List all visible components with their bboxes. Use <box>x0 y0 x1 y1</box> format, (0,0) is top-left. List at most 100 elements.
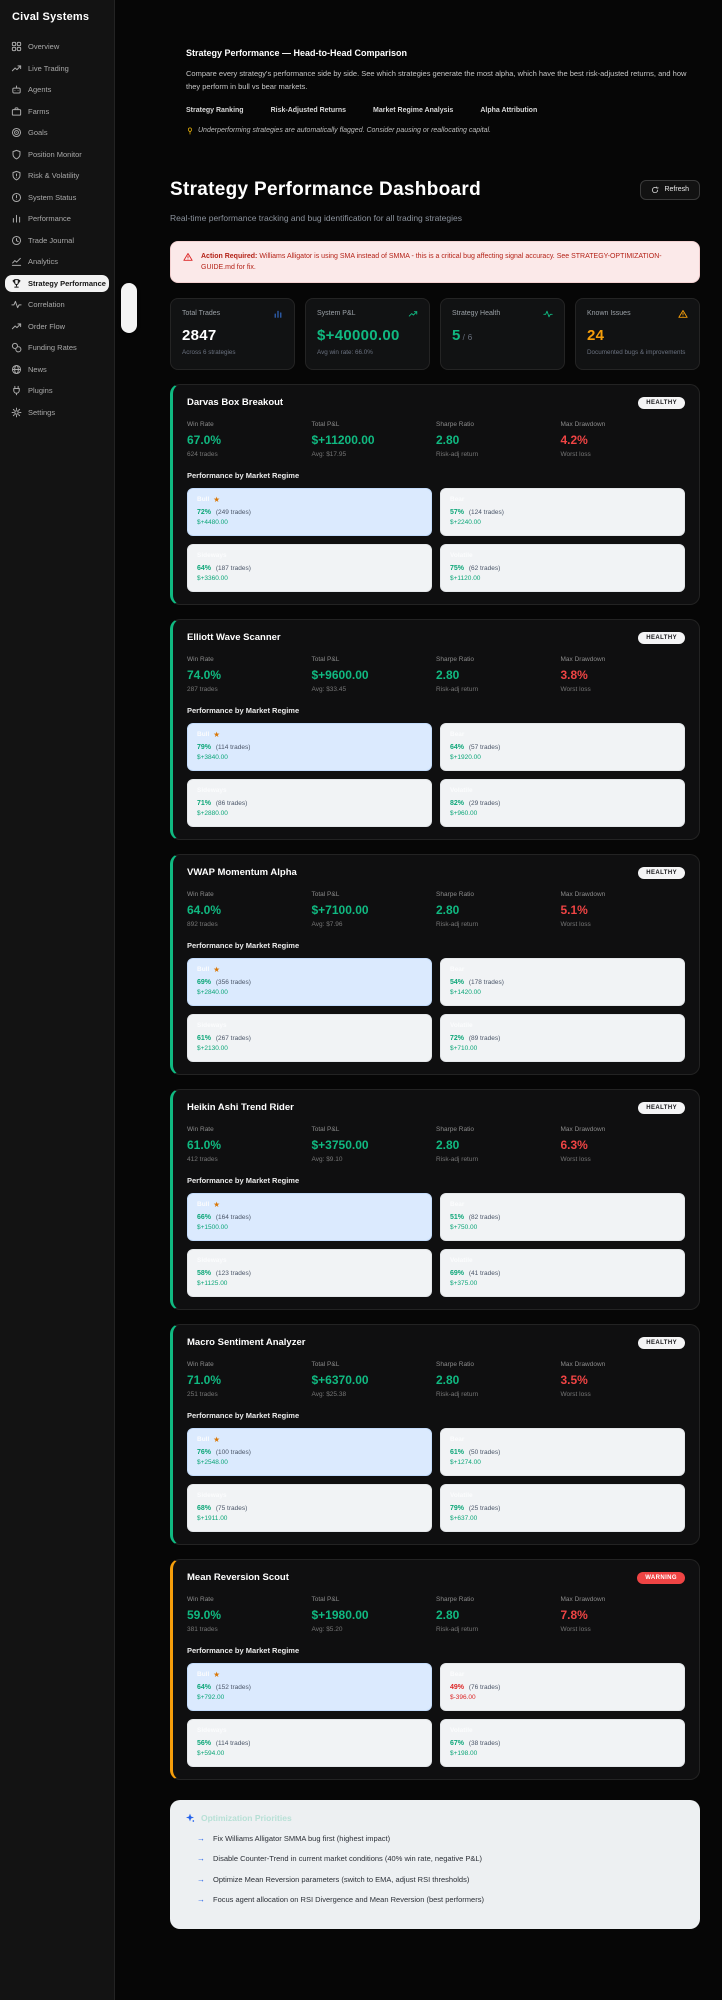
metric-label: Total P&L <box>311 655 340 663</box>
metric-sub: 251 trades <box>187 1390 218 1398</box>
grid-icon <box>11 41 22 52</box>
metric-label: Sharpe Ratio <box>436 1125 474 1133</box>
metric-label: Win Rate <box>187 655 214 663</box>
regime-header: bull ★ <box>197 1671 422 1679</box>
strategy-metric: Max Drawdown 3.8% Worst loss <box>561 656 686 693</box>
alert-prefix: Action Required: <box>201 252 258 260</box>
regime-trades: (57 trades) <box>467 743 501 751</box>
strategy-metric: Sharpe Ratio 2.80 Risk-adj return <box>436 1126 561 1163</box>
strategy-card-heikin-ashi-trend-rider: Heikin Ashi Trend Rider HEALTHY Win Rate 61… <box>170 1088 700 1310</box>
strategy-metrics: Win Rate 74.0% 287 trades Total P&L $+9600.0… <box>187 656 685 693</box>
regime-pnl: $+1125.00 <box>197 1279 228 1287</box>
stat-value-number: $+40000.00 <box>317 326 400 344</box>
tab-risk-adjusted-returns[interactable]: Risk-Adjusted Returns <box>270 106 347 114</box>
sidebar-item-order-flow[interactable]: Order Flow <box>5 318 109 335</box>
recommendation-text: Fix Williams Alligator SMMA bug first (h… <box>213 1833 391 1843</box>
sidebar-item-funding-rates[interactable]: Funding Rates <box>5 339 109 356</box>
bot-icon <box>11 84 22 95</box>
history-icon <box>11 235 22 246</box>
sidebar-item-performance[interactable]: Performance <box>5 210 109 227</box>
regime-section-title: Performance by Market Regime <box>187 1645 300 1655</box>
sidebar-item-overview[interactable]: Overview <box>5 38 109 55</box>
regime-pnl: $+1920.00 <box>450 753 481 761</box>
metric-sub: 624 trades <box>187 450 218 458</box>
recommendations-list: → Fix Williams Alligator SMMA bug first (… <box>185 1834 685 1906</box>
sidebar-item-label: Position Monitor <box>28 149 82 159</box>
tab-strategy-ranking[interactable]: Strategy Ranking <box>186 106 244 114</box>
regime-trades: (249 trades) <box>214 509 251 517</box>
sidebar-item-risk-and-volatility[interactable]: Risk & Volatility <box>5 167 109 184</box>
sidebar-item-strategy-performance[interactable]: Strategy Performance <box>5 274 109 292</box>
regime-header: bear <box>450 1671 675 1678</box>
regime-trades: (25 trades) <box>467 1504 501 1512</box>
strategy-card-macro-sentiment-analyzer: Macro Sentiment Analyzer HEALTHY Win Rate 7… <box>170 1323 700 1545</box>
strategy-metric: Win Rate 61.0% 412 trades <box>187 1126 312 1163</box>
stat-value: 24 <box>587 327 688 344</box>
sidebar-item-agents[interactable]: Agents <box>5 81 109 98</box>
regime-trades: (178 trades) <box>467 978 504 986</box>
stat-label: Total Trades <box>182 310 221 318</box>
stat-value-number: 24 <box>587 326 605 344</box>
shield-alert-icon <box>11 170 22 181</box>
scrollbar-thumb[interactable] <box>121 283 137 333</box>
sidebar-item-label: Correlation <box>28 300 65 309</box>
regime-box-bull: bull ★ 79% (114 trades) $+3840.00 <box>187 722 432 771</box>
metric-sub: Avg: $25.38 <box>311 1390 347 1398</box>
metric-label: Max Drawdown <box>560 420 606 428</box>
sidebar-item-goals[interactable]: Goals <box>5 124 109 141</box>
page-subtitle: Real-time performance tracking and bug i… <box>170 212 462 223</box>
regime-label: volatile <box>450 1021 473 1029</box>
regime-pnl: $+594.00 <box>197 1749 225 1757</box>
regime-win-rate: 66% <box>197 1214 212 1222</box>
metric-sub: Risk-adj return <box>436 1155 479 1163</box>
sidebar-item-farms[interactable]: Farms <box>5 103 109 120</box>
strategy-metric: Total P&L $+6370.00 Avg: $25.38 <box>312 1361 437 1398</box>
regime-stats: 54% (178 trades) <box>450 979 675 986</box>
coins-icon <box>11 342 22 353</box>
sidebar-item-trade-journal[interactable]: Trade Journal <box>5 232 109 249</box>
sidebar-item-settings[interactable]: Settings <box>5 404 109 421</box>
regime-header: volatile <box>450 1492 675 1499</box>
regime-header: bear <box>450 496 675 503</box>
regime-win-rate: 64% <box>450 743 465 751</box>
tab-market-regime-analysis[interactable]: Market Regime Analysis <box>373 106 454 114</box>
refresh-button[interactable]: Refresh <box>640 179 700 200</box>
regime-trades: (114 trades) <box>214 1739 251 1747</box>
regime-section-title: Performance by Market Regime <box>187 705 300 715</box>
regime-header: bull ★ <box>197 966 422 974</box>
sidebar-item-label: Farms <box>28 106 50 116</box>
metric-sub: Worst loss <box>560 685 591 693</box>
sidebar-item-system-status[interactable]: System Status <box>5 189 109 206</box>
regime-pnl: $+2840.00 <box>197 989 228 997</box>
page-header: Strategy Performance Dashboard Refresh <box>170 179 700 201</box>
alert-text: Action Required: Williams Alligator is u… <box>201 251 687 273</box>
sidebar-item-live-trading[interactable]: Live Trading <box>5 60 109 77</box>
shield-icon <box>11 149 22 160</box>
regime-label: volatile <box>450 1256 473 1264</box>
regime-trades: (86 trades) <box>214 799 248 807</box>
sidebar-item-analytics[interactable]: Analytics <box>5 253 109 270</box>
strategy-metric: Max Drawdown 6.3% Worst loss <box>561 1126 686 1163</box>
strategy-metric: Total P&L $+11200.00 Avg: $17.95 <box>312 421 437 458</box>
refresh-icon <box>651 186 660 194</box>
regime-win-rate: 75% <box>450 564 465 572</box>
tab-alpha-attribution[interactable]: Alpha Attribution <box>480 106 538 114</box>
metric-label: Max Drawdown <box>560 1125 606 1133</box>
globe-icon <box>11 364 22 375</box>
sidebar-item-plugins[interactable]: Plugins <box>5 382 109 399</box>
stat-card-header: Strategy Health <box>452 309 553 319</box>
strategy-card-header: VWAP Momentum Alpha HEALTHY <box>187 866 685 879</box>
metric-label: Win Rate <box>187 420 214 428</box>
strategy-metric: Win Rate 67.0% 624 trades <box>187 421 312 458</box>
sidebar-item-correlation[interactable]: Correlation <box>5 296 109 313</box>
regime-stats: 71% (86 trades) <box>197 800 422 807</box>
regime-pnl: $+198.00 <box>450 1749 478 1757</box>
activity-icon <box>11 299 22 310</box>
sidebar-item-position-monitor[interactable]: Position Monitor <box>5 146 109 163</box>
status-badge: HEALTHY <box>638 866 685 879</box>
regime-trades: (152 trades) <box>214 1684 251 1692</box>
regime-pnl: $+1274.00 <box>450 1458 481 1466</box>
stat-value: 5/ 6 <box>452 327 553 344</box>
metric-value: $+6370.00 <box>311 1372 369 1387</box>
sidebar-item-news[interactable]: News <box>5 361 109 378</box>
